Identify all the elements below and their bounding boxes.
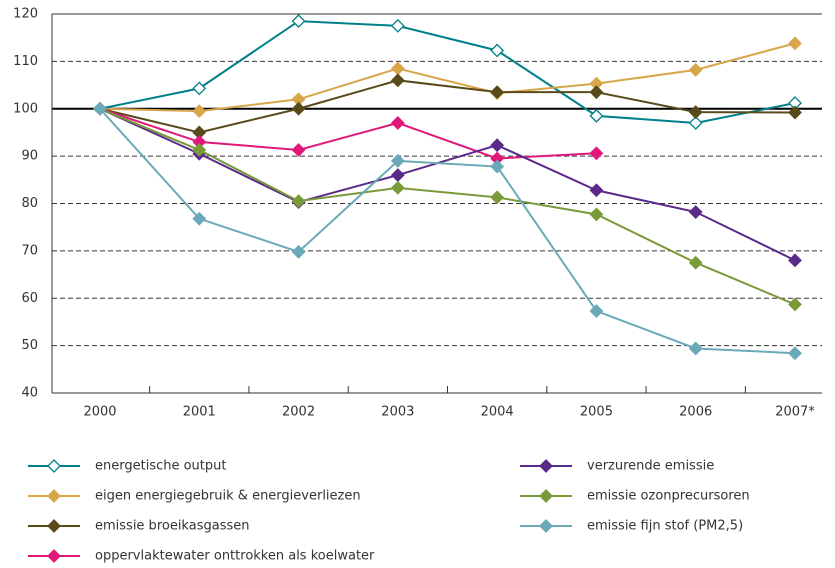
series-line [99, 42, 796, 113]
marker [688, 105, 703, 119]
marker [589, 108, 604, 123]
marker [192, 104, 207, 119]
legend-label: oppervlaktewater onttrokken als koelwate… [95, 549, 375, 564]
y-tick-label: 70 [21, 243, 38, 258]
marker [589, 146, 604, 161]
x-tick-label: 2001 [183, 405, 216, 420]
legend-label: eigen energiegebruik & energieverliezen [95, 489, 361, 504]
series-line [99, 107, 796, 262]
marker [390, 168, 405, 182]
series-line [99, 107, 796, 306]
x-tick-label: 2004 [481, 405, 514, 420]
marker [490, 159, 505, 174]
legend-label: energetische output [95, 459, 226, 474]
x-tick-label: 2003 [381, 405, 414, 420]
x-tick-label: 2002 [282, 405, 315, 420]
marker [192, 211, 207, 226]
marker [291, 244, 306, 259]
marker [589, 207, 604, 222]
x-tick-label: 2000 [83, 405, 116, 420]
marker [490, 43, 505, 58]
marker [192, 143, 207, 157]
marker [688, 116, 703, 130]
marker [291, 14, 306, 29]
y-tick-label: 80 [21, 196, 38, 211]
marker [788, 36, 802, 51]
x-tick-label: 2005 [580, 405, 613, 420]
marker [291, 194, 306, 209]
marker [291, 101, 306, 116]
legend-marker [539, 519, 553, 533]
marker [788, 105, 802, 120]
marker [390, 73, 405, 88]
legend-label: emissie fijn stof (PM2,5) [587, 519, 743, 534]
marker [490, 138, 505, 153]
series-line [99, 79, 796, 134]
marker [390, 180, 405, 195]
marker [490, 190, 505, 205]
marker [589, 85, 604, 100]
marker [788, 346, 802, 361]
marker [788, 253, 802, 268]
legend-label: emissie broeikasgassen [95, 519, 249, 534]
marker [390, 116, 405, 130]
marker [390, 18, 405, 33]
legend-label: emissie ozonprecursoren [587, 489, 750, 504]
marker [192, 81, 207, 96]
legend-label: verzurende emissie [587, 459, 714, 474]
series-line [99, 108, 796, 355]
legend-marker [47, 459, 61, 473]
y-tick-label: 50 [21, 338, 38, 353]
legend-marker [47, 549, 61, 563]
series-line [99, 20, 796, 124]
marker [93, 101, 107, 116]
marker [688, 62, 703, 77]
legend-marker [539, 489, 553, 503]
marker [490, 85, 505, 100]
marker [688, 341, 703, 356]
legend-marker [47, 519, 61, 533]
series-line [99, 107, 597, 160]
y-tick-label: 60 [21, 291, 38, 306]
marker [788, 297, 802, 312]
marker [589, 183, 604, 198]
marker [291, 143, 306, 157]
marker [589, 304, 604, 318]
y-tick-label: 110 [13, 54, 38, 69]
marker [390, 61, 405, 76]
y-tick-label: 90 [21, 149, 38, 164]
legend-marker [539, 459, 553, 473]
marker [688, 205, 703, 219]
y-tick-label: 40 [21, 386, 38, 401]
y-tick-label: 100 [13, 101, 38, 116]
x-tick-label: 2007* [775, 405, 815, 420]
legend-marker [47, 489, 61, 503]
y-tick-label: 120 [13, 7, 38, 22]
marker [688, 255, 703, 270]
marker [390, 153, 405, 168]
x-tick-label: 2006 [679, 405, 712, 420]
